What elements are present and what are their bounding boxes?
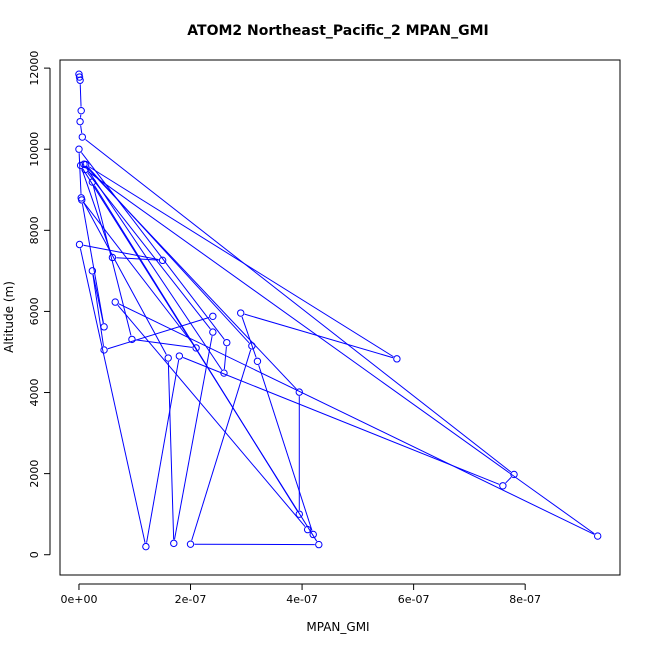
- data-point: [78, 133, 87, 141]
- series-segment: [94, 185, 298, 512]
- series-segment: [85, 139, 512, 473]
- series-segment: [92, 274, 104, 324]
- x-tick-label: 4e-07: [286, 593, 318, 606]
- x-tick-label: 6e-07: [398, 593, 430, 606]
- x-axis: 0e+00 2e-07 4e-07 6e-07 8e-07: [60, 583, 541, 606]
- y-tick-label: 6000: [28, 297, 41, 325]
- series-segment: [81, 169, 112, 254]
- series-segment: [146, 359, 180, 543]
- data-point: [88, 267, 97, 275]
- data-point: [76, 76, 84, 84]
- x-tick-label: 8e-07: [509, 593, 541, 606]
- series-segment: [116, 257, 159, 261]
- data-point: [108, 253, 117, 262]
- series-segment: [258, 364, 313, 531]
- data-point: [510, 470, 518, 479]
- data-point: [88, 178, 97, 186]
- series-layer: [75, 70, 602, 551]
- data-point: [309, 530, 317, 539]
- series-segment: [82, 201, 167, 355]
- data-point: [248, 342, 256, 350]
- series-segment: [92, 274, 104, 347]
- x-tick-label: 0e+00: [60, 593, 97, 606]
- y-tick-label: 4000: [28, 379, 41, 407]
- series-segment: [191, 349, 252, 541]
- y-tick-label: 0: [28, 551, 41, 558]
- data-point: [128, 335, 136, 344]
- series-segment: [85, 167, 223, 371]
- data-point: [100, 323, 108, 331]
- series-segment: [244, 313, 394, 359]
- data-point: [158, 256, 167, 265]
- data-point: [164, 354, 172, 362]
- y-tick-label: 8000: [28, 216, 41, 244]
- series-segment: [88, 171, 595, 535]
- data-point: [78, 196, 86, 204]
- plot-frame: [59, 59, 621, 576]
- data-point: [111, 298, 119, 306]
- series-segment: [505, 476, 512, 484]
- data-point: [220, 369, 228, 377]
- data-point: [80, 160, 88, 168]
- series-segment: [83, 244, 159, 261]
- series-segment: [118, 303, 595, 535]
- data-point: [295, 388, 303, 396]
- series-segment: [79, 84, 82, 107]
- series-segment: [86, 166, 297, 390]
- data-point: [175, 352, 184, 360]
- data-point: [186, 540, 195, 548]
- x-axis-label: MPAN_GMI: [306, 620, 369, 634]
- series-segment: [223, 346, 227, 370]
- data-point: [142, 542, 150, 551]
- series-segment: [80, 152, 225, 340]
- x-tick-label: 2e-07: [175, 593, 207, 606]
- data-point: [223, 338, 231, 347]
- data-point: [295, 510, 303, 518]
- data-point: [77, 106, 85, 115]
- data-point: [209, 312, 217, 320]
- data-point: [237, 309, 245, 317]
- series-segment: [79, 248, 146, 543]
- series-segment: [135, 339, 193, 348]
- series-segment: [80, 125, 83, 134]
- data-point: [76, 117, 84, 126]
- y-tick-label: 2000: [28, 460, 41, 488]
- series-segment: [87, 172, 211, 330]
- series-segment: [174, 335, 213, 540]
- y-tick-label: 10000: [28, 132, 41, 167]
- data-point: [593, 532, 602, 540]
- data-point: [315, 540, 323, 549]
- y-axis: 0 2000 4000 6000 8000 10000 12000: [28, 51, 51, 558]
- data-point: [499, 482, 507, 490]
- data-point: [75, 145, 83, 153]
- chart-title: ATOM2 Northeast_Pacific_2 MPAN_GMI: [187, 23, 488, 39]
- data-point: [100, 346, 108, 354]
- series-segment: [81, 203, 104, 323]
- data-point: [75, 73, 84, 81]
- series-segment: [88, 166, 394, 358]
- y-axis-label: Altitude (m): [2, 281, 16, 353]
- data-point: [192, 344, 200, 352]
- data-point: [393, 355, 401, 363]
- data-point: [81, 165, 89, 174]
- data-point: [209, 328, 217, 336]
- series-segment: [78, 153, 82, 194]
- data-point: [75, 240, 84, 249]
- data-point: [76, 161, 85, 170]
- data-point: [303, 525, 312, 534]
- series-segment: [167, 362, 175, 540]
- data-point: [253, 357, 262, 365]
- series-segment: [107, 316, 210, 350]
- y-tick-label: 12000: [28, 51, 41, 86]
- series-segment: [241, 316, 257, 358]
- data-point: [170, 539, 178, 548]
- series-segment: [83, 202, 195, 346]
